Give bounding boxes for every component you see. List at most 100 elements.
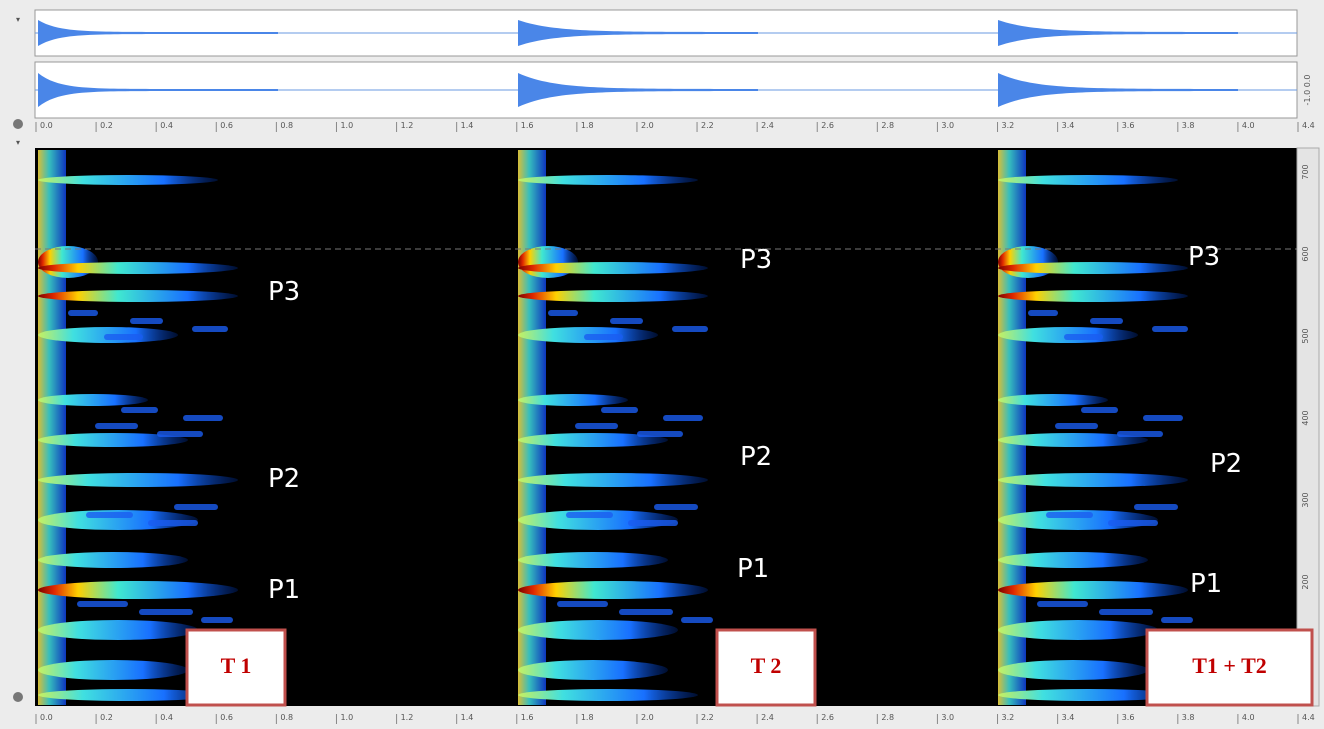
time-label: 1.8 bbox=[581, 713, 594, 722]
spectral-noise bbox=[1134, 504, 1178, 510]
spectral-noise bbox=[1055, 423, 1098, 429]
spectral-noise bbox=[68, 310, 98, 316]
spectral-noise bbox=[192, 326, 228, 332]
waveform bbox=[518, 20, 758, 46]
peak-label: P1 bbox=[737, 554, 769, 584]
spectral-band bbox=[998, 620, 1158, 640]
spectral-noise bbox=[183, 415, 223, 421]
time-label: 1.8 bbox=[581, 121, 594, 130]
peak-label: P3 bbox=[268, 277, 300, 307]
time-label: 1.6 bbox=[521, 121, 534, 130]
time-label: 3.4 bbox=[1062, 121, 1075, 130]
peak-label: P2 bbox=[268, 464, 300, 494]
spectral-noise bbox=[1090, 318, 1123, 324]
waveform bbox=[998, 20, 1238, 46]
spectral-band bbox=[38, 620, 198, 640]
track-arrow[interactable]: ▾ bbox=[16, 15, 20, 24]
peak-label: P2 bbox=[1210, 449, 1242, 479]
time-label: 0.8 bbox=[280, 713, 293, 722]
peak-label: P1 bbox=[1190, 569, 1222, 599]
zoom-button[interactable] bbox=[13, 692, 23, 702]
time-label: 1.4 bbox=[461, 713, 474, 722]
spectral-band bbox=[38, 175, 218, 185]
spectral-noise bbox=[130, 318, 163, 324]
spectral-noise bbox=[104, 334, 143, 340]
time-label: 0.4 bbox=[160, 121, 173, 130]
spectral-noise bbox=[95, 423, 138, 429]
spectral-noise bbox=[557, 601, 608, 607]
time-label: 3.0 bbox=[941, 713, 954, 722]
peak-label: P1 bbox=[268, 575, 300, 605]
spectral-noise bbox=[148, 520, 198, 526]
spectral-noise bbox=[77, 601, 128, 607]
time-label: 3.8 bbox=[1182, 121, 1195, 130]
time-label: 3.6 bbox=[1122, 713, 1135, 722]
spectral-noise bbox=[1081, 407, 1118, 413]
spectral-noise bbox=[201, 617, 233, 623]
time-label: 2.6 bbox=[821, 121, 834, 130]
spectral-band bbox=[518, 552, 668, 568]
spectral-band bbox=[518, 290, 708, 302]
track-tag: T 2 bbox=[751, 653, 782, 678]
time-label: 3.2 bbox=[1002, 713, 1015, 722]
spectral-noise bbox=[174, 504, 218, 510]
spectral-band bbox=[518, 433, 668, 447]
time-label: 3.0 bbox=[941, 121, 954, 130]
time-label: 0.6 bbox=[220, 713, 233, 722]
time-label: 4.0 bbox=[1242, 121, 1255, 130]
time-label: 1.2 bbox=[401, 713, 414, 722]
spectral-noise bbox=[1161, 617, 1193, 623]
spectral-band bbox=[38, 433, 188, 447]
spectral-noise bbox=[575, 423, 618, 429]
spectral-column bbox=[998, 150, 1026, 705]
spectral-noise bbox=[628, 520, 678, 526]
time-label: 4.4 bbox=[1302, 121, 1315, 130]
spectral-band bbox=[518, 262, 708, 274]
spectral-band bbox=[518, 175, 698, 185]
time-label: 3.6 bbox=[1122, 121, 1135, 130]
spectral-band bbox=[998, 262, 1188, 274]
spectral-band bbox=[518, 620, 678, 640]
spectral-noise bbox=[121, 407, 158, 413]
spectral-band bbox=[998, 473, 1188, 487]
zoom-button[interactable] bbox=[13, 119, 23, 129]
spectral-noise bbox=[1099, 609, 1153, 615]
time-label: 2.6 bbox=[821, 713, 834, 722]
time-label: 1.2 bbox=[401, 121, 414, 130]
track-arrow[interactable]: ▾ bbox=[16, 138, 20, 147]
time-label: 2.2 bbox=[701, 713, 714, 722]
frequency-label: 500 bbox=[1301, 328, 1310, 343]
time-label: 1.0 bbox=[340, 713, 353, 722]
spectral-band bbox=[998, 175, 1178, 185]
amplitude-scale: -1.0 0.0 bbox=[1303, 75, 1312, 106]
time-label: 2.0 bbox=[641, 121, 654, 130]
spectral-band bbox=[998, 394, 1108, 406]
spectral-noise bbox=[1037, 601, 1088, 607]
spectral-noise bbox=[681, 617, 713, 623]
spectral-band bbox=[518, 394, 628, 406]
waveform bbox=[38, 73, 278, 107]
waveform bbox=[518, 73, 758, 107]
spectral-band bbox=[38, 660, 188, 680]
spectral-band bbox=[518, 689, 698, 701]
time-label: 0.6 bbox=[220, 121, 233, 130]
spectral-noise bbox=[566, 512, 613, 518]
spectral-band bbox=[38, 262, 238, 274]
time-label: 2.4 bbox=[761, 121, 774, 130]
track-tag: T1 + T2 bbox=[1192, 653, 1267, 678]
spectral-band bbox=[518, 660, 668, 680]
spectral-noise bbox=[1152, 326, 1188, 332]
frequency-label: 300 bbox=[1301, 492, 1310, 507]
spectral-noise bbox=[139, 609, 193, 615]
time-label: 0.2 bbox=[100, 121, 113, 130]
frequency-ruler bbox=[1296, 147, 1320, 707]
spectral-noise bbox=[1108, 520, 1158, 526]
time-label: 2.8 bbox=[881, 121, 894, 130]
time-label: 0.2 bbox=[100, 713, 113, 722]
spectral-noise bbox=[654, 504, 698, 510]
time-label: 0.0 bbox=[40, 121, 53, 130]
peak-label: P3 bbox=[1188, 242, 1220, 272]
spectral-band bbox=[998, 689, 1178, 701]
spectral-noise bbox=[1117, 431, 1163, 437]
